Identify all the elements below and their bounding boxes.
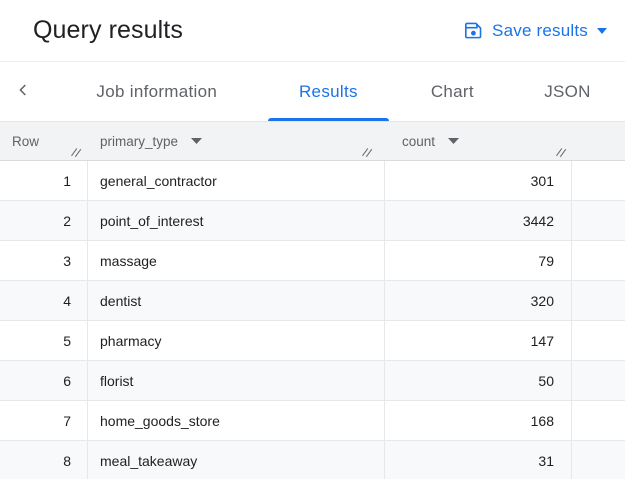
tab-results[interactable]: Results [262,62,395,121]
column-resize-handle-icon[interactable] [70,145,83,158]
cell-count: 31 [385,441,572,479]
cell-primary-type: general_contractor [88,161,385,200]
table-row: 1 general_contractor 301 [0,161,625,201]
cell-count: 168 [385,401,572,440]
cell-primary-type: dentist [88,281,385,320]
save-icon [464,21,483,40]
cell-spacer [572,321,625,360]
column-menu-caret-icon[interactable] [448,138,460,144]
results-tab-bar: Job information Results Chart JSON [0,62,625,122]
tab-chart[interactable]: Chart [430,81,474,101]
page-title: Query results [33,16,183,44]
column-header-spacer [572,122,625,160]
cell-primary-type: pharmacy [88,321,385,360]
table-header-row: Row primary_type coun [0,122,625,161]
column-header-primary-type: primary_type [88,122,385,160]
panel-header: Query results Save results [0,0,625,62]
cell-row-number: 2 [0,201,88,240]
cell-count: 3442 [385,201,572,240]
table-row: 5 pharmacy 147 [0,321,625,361]
cell-count: 320 [385,281,572,320]
column-menu-caret-icon[interactable] [191,138,203,144]
save-results-button[interactable]: Save results [462,17,609,45]
column-label-primary-type: primary_type [100,133,179,149]
cell-row-number: 3 [0,241,88,280]
results-table: Row primary_type coun [0,122,625,479]
cell-primary-type: home_goods_store [88,401,385,440]
cell-row-number: 5 [0,321,88,360]
column-header-row: Row [0,122,88,160]
table-row: 3 massage 79 [0,241,625,281]
column-label-row: Row [12,133,40,149]
column-header-count: count [385,122,572,160]
cell-spacer [572,161,625,200]
cell-spacer [572,361,625,400]
cell-spacer [572,441,625,479]
cell-row-number: 6 [0,361,88,400]
cell-row-number: 7 [0,401,88,440]
cell-primary-type: florist [88,361,385,400]
cell-row-number: 4 [0,281,88,320]
save-results-label: Save results [492,20,588,40]
cell-row-number: 8 [0,441,88,479]
cell-primary-type: meal_takeaway [88,441,385,479]
table-row: 7 home_goods_store 168 [0,401,625,441]
table-row: 2 point_of_interest 3442 [0,201,625,241]
table-row: 4 dentist 320 [0,281,625,321]
tab-job-information[interactable]: Job information [96,81,218,101]
cell-count: 301 [385,161,572,200]
tab-json[interactable]: JSON [544,81,591,101]
cell-count: 50 [385,361,572,400]
cell-spacer [572,401,625,440]
caret-down-icon [597,27,607,34]
tabs-scroll-left-button[interactable] [0,62,46,121]
column-resize-handle-icon[interactable] [555,145,568,158]
cell-spacer [572,201,625,240]
cell-primary-type: massage [88,241,385,280]
column-label-count: count [402,133,436,149]
table-row: 8 meal_takeaway 31 [0,441,625,479]
cell-row-number: 1 [0,161,88,200]
chevron-left-icon [14,81,32,102]
table-row: 6 florist 50 [0,361,625,401]
cell-spacer [572,281,625,320]
column-resize-handle-icon[interactable] [361,145,374,158]
cell-count: 147 [385,321,572,360]
cell-spacer [572,241,625,280]
cell-count: 79 [385,241,572,280]
cell-primary-type: point_of_interest [88,201,385,240]
